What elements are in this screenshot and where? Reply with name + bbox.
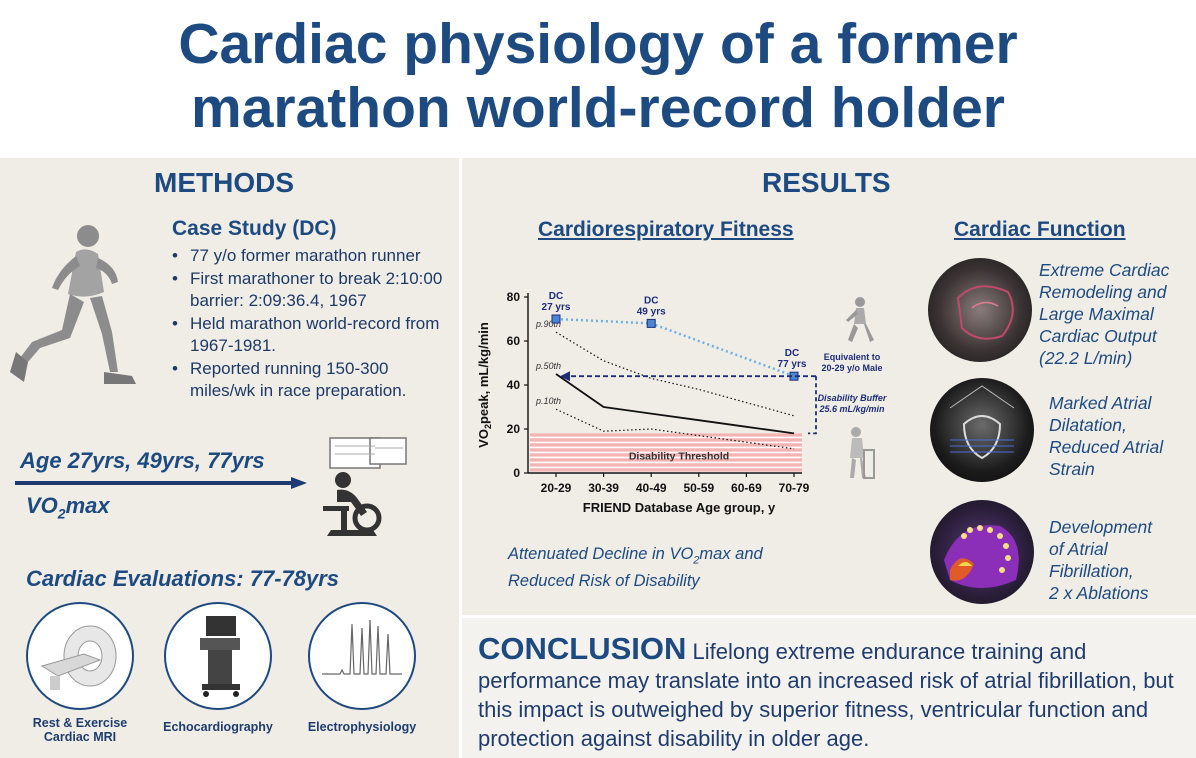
threshold-band (530, 433, 802, 473)
series-line-p90th (555, 331, 795, 417)
buffer-label: 25.6 mL/kg/min (818, 404, 885, 414)
series-label: p.50th (535, 361, 561, 371)
case-study-heading: Case Study (DC) (172, 217, 337, 240)
exercise-bike-icon (323, 437, 407, 536)
x-tick-label: 30-39 (588, 481, 619, 495)
y-axis-label: VO2peak, mL/kg/min (476, 322, 493, 448)
mri-scanner-icon (40, 625, 117, 690)
heart-echo-icon (949, 385, 1015, 460)
runner-icon (10, 225, 136, 384)
dc-label: 27 yrs (542, 302, 571, 313)
dc-label: 77 yrs (778, 359, 807, 370)
x-axis-label: FRIEND Database Age group, y (583, 500, 776, 515)
echo-circle (164, 602, 272, 710)
cf-text-2: Marked Atrial Dilatation, Reduced Atrial St… (1049, 393, 1164, 479)
mri-circle (26, 602, 134, 710)
series-label: p.10th (535, 396, 561, 406)
list-item: First marathoner to break 2:10:00 barrie… (172, 268, 457, 313)
title-line-2: marathon world-record holder (191, 76, 1005, 140)
page-title: Cardiac physiology of a former marathon … (0, 12, 1196, 140)
y-tick-label: 80 (507, 290, 521, 304)
series-line-p10th (555, 408, 795, 450)
mri-image (928, 258, 1032, 362)
heart-mri-icon (956, 285, 1014, 340)
mri-label: Rest & Exercise Cardiac MRI (32, 716, 128, 744)
vo2max-label: VO2max (26, 493, 110, 522)
threshold-label: Disability Threshold (629, 450, 729, 462)
vo2-chart: Disability Threshold p.90thp.50thp.10th … (476, 290, 887, 515)
methods-heading: METHODS (154, 167, 294, 198)
list-item: Reported running 150-300 miles/wk in rac… (172, 358, 457, 403)
equivalent-label: 20-29 y/o Male (821, 363, 882, 373)
cf-text-1: Extreme Cardiac Remodeling and Large Maxim… (1039, 260, 1170, 368)
conclusion-body: Lifelong extreme endurance training and … (478, 639, 1174, 751)
list-item: Held marathon world-record from 1967-198… (172, 313, 457, 358)
ep-label: Electrophysiology (307, 720, 417, 734)
y-tick-label: 60 (507, 334, 521, 348)
evaluations-heading: Cardiac Evaluations: 77-78yrs (26, 566, 340, 591)
cf-text-3: Development of Atrial Fibrillation, 2 x Abl… (1049, 517, 1153, 603)
dc-marker (551, 314, 561, 324)
results-panel (462, 158, 1196, 615)
dc-label: 49 yrs (637, 306, 666, 317)
ep-circle (308, 602, 416, 710)
dc-label: DC (549, 291, 563, 302)
ablation-map-image (930, 500, 1034, 604)
electrophysiology-trace-icon (322, 619, 402, 675)
x-tick-label: 60-69 (731, 481, 762, 495)
x-tick-label: 50-59 (683, 481, 714, 495)
ages-label: Age 27yrs, 49yrs, 77yrs (20, 448, 265, 473)
dc-marker (646, 318, 656, 328)
case-study-list: 77 y/o former marathon runner First mara… (172, 245, 457, 403)
y-tick-label: 20 (507, 422, 521, 436)
dc-line (555, 317, 795, 378)
buffer-bracket (808, 376, 817, 435)
ablation-map-icon (944, 525, 1019, 588)
dc-label: DC (785, 348, 799, 359)
y-tick-label: 40 (507, 378, 521, 392)
conclusion-panel (462, 618, 1196, 758)
x-tick-label: 20-29 (541, 481, 572, 495)
series-line-p50th (555, 373, 795, 435)
echocardiography-machine-icon (200, 616, 240, 697)
runner-small-icon (846, 297, 874, 342)
series-label: p.90th (535, 319, 561, 329)
arrow-left-icon (560, 371, 570, 382)
x-tick-label: 70-79 (779, 481, 810, 495)
echo-label: Echocardiography (163, 720, 273, 734)
title-line-1: Cardiac physiology of a former (178, 12, 1018, 76)
elderly-walker-icon (850, 427, 875, 479)
y-tick-label: 0 (513, 466, 520, 480)
x-tick-label: 40-49 (636, 481, 667, 495)
fitness-caption: Attenuated Decline in VO2max and Reduced… (508, 545, 763, 591)
function-heading: Cardiac Function (954, 218, 1126, 241)
fitness-heading: Cardiorespiratory Fitness (538, 218, 794, 241)
list-item: 77 y/o former marathon runner (172, 245, 457, 268)
equivalent-label: Equivalent to (824, 352, 881, 362)
conclusion-text: CONCLUSION Lifelong extreme endurance tr… (478, 631, 1190, 753)
echo-image (930, 378, 1034, 482)
results-heading: RESULTS (762, 167, 891, 198)
dc-label: DC (644, 295, 658, 306)
buffer-label: Disability Buffer (818, 393, 887, 403)
arrow-right-icon (15, 477, 307, 489)
conclusion-keyword: CONCLUSION (478, 631, 687, 666)
